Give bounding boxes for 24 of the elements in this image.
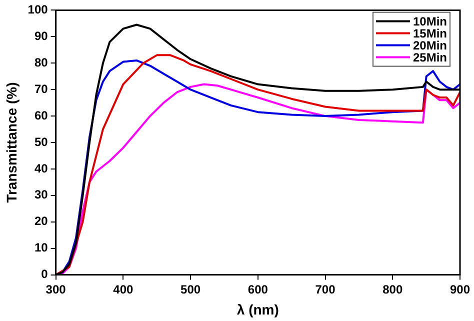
x-tick-label: 800 [382,282,403,296]
legend-label: 20Min [412,38,448,53]
y-tick-label: 90 [34,28,48,43]
x-tick-label: 500 [180,282,201,296]
x-tick-label: 300 [46,282,66,296]
x-axis-title: λ (nm) [236,301,279,318]
y-axis-title: Transmittance (%) [3,82,20,203]
legend-label: 25Min [412,50,448,65]
y-tick-label: 50 [34,134,48,149]
y-tick-label: 20 [34,214,48,228]
y-tick-label: 80 [34,55,48,70]
y-tick-label: 60 [34,108,48,122]
x-tick-label: 600 [248,282,268,296]
x-tick-label: 900 [450,282,470,296]
x-tick-label: 400 [113,282,134,296]
y-tick-label: 100 [28,2,48,17]
legend-label: 15Min [412,26,448,41]
legend-label: 10Min [412,14,448,29]
x-tick-label: 700 [315,282,336,296]
y-tick-label: 40 [34,161,48,176]
y-tick-label: 0 [41,267,48,282]
y-tick-label: 70 [34,82,48,96]
y-tick-label: 30 [34,188,48,202]
y-tick-label: 10 [34,240,48,255]
